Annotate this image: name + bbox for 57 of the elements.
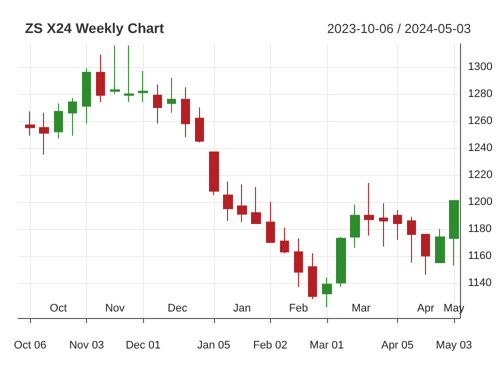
candlestick	[223, 181, 233, 222]
candlestick	[449, 200, 459, 266]
x-tick-label: May 03	[436, 340, 472, 352]
chart-subtitle: 2023-10-06 / 2024-05-03	[327, 21, 472, 36]
candlestick	[82, 68, 91, 124]
x2-tick-label: Oct	[50, 302, 67, 314]
x-tick-label: Jan 05	[197, 340, 230, 352]
candlestick	[138, 70, 148, 103]
candlestick	[39, 112, 49, 156]
x2-tick-label: Jan	[233, 302, 251, 314]
y-tick-label: 1280	[468, 88, 492, 100]
candlestick	[54, 102, 63, 139]
candlestick	[308, 252, 317, 300]
candlestick	[153, 84, 162, 124]
candlestick	[237, 184, 247, 223]
candlestick	[435, 228, 445, 264]
x2-tick-label: Feb	[289, 302, 308, 314]
candlestick	[209, 151, 219, 196]
y-tick-label: 1140	[468, 276, 492, 289]
x-tick-label: Feb 02	[253, 340, 288, 352]
y-tick-label: 1300	[468, 60, 492, 73]
candlestick	[336, 236, 346, 288]
candlestick	[266, 201, 275, 243]
candlestick	[280, 227, 289, 254]
candlestick	[96, 54, 105, 103]
x-tick-label: Mar 01	[310, 340, 344, 352]
candlestick	[407, 216, 416, 264]
y-tick-label: 1200	[468, 196, 492, 208]
candlestick	[393, 210, 402, 240]
candlestick	[322, 277, 332, 308]
candlestick	[350, 204, 360, 248]
y-tick-label: 1260	[468, 114, 492, 127]
x2-tick-label: Dec	[168, 302, 188, 314]
x-tick-label: Apr 05	[381, 340, 414, 352]
x-tick-label: Dec 01	[126, 340, 161, 352]
candlestick	[25, 110, 35, 136]
y-tick-label: 1240	[468, 142, 492, 154]
x2-tick-label: Apr	[417, 302, 435, 314]
candlestick	[421, 234, 430, 276]
y-tick-label: 1220	[468, 168, 492, 181]
candlestick	[110, 44, 120, 94]
candlestick	[251, 186, 261, 224]
candlestick	[167, 77, 176, 114]
candlestick	[195, 106, 204, 144]
candlestick	[124, 44, 134, 103]
x-tick-label: Nov 03	[69, 340, 104, 352]
x2-tick-label: Mar	[352, 302, 371, 314]
y-tick-label: 1160	[468, 250, 492, 262]
chart-title: ZS X24 Weekly Chart	[25, 20, 164, 36]
candlestick	[379, 202, 388, 247]
candlestick	[68, 97, 77, 136]
y-tick-label: 1180	[468, 222, 492, 235]
candlestick	[364, 182, 374, 236]
candlestick	[181, 86, 190, 138]
candlestick	[294, 238, 303, 288]
x2-tick-label: Nov	[105, 302, 126, 314]
x-tick-label: Oct 06	[14, 340, 46, 352]
